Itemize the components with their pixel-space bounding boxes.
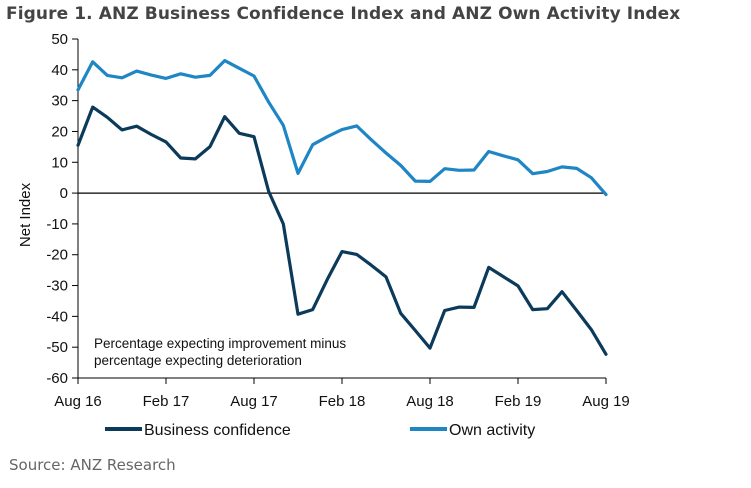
y-tick-label: -10: [46, 216, 68, 233]
y-tick-label: -40: [46, 308, 68, 325]
y-tick-label: 40: [51, 62, 68, 79]
y-axis-tick-labels: 50 40 30 20 10 0 -10 -20 -30 -40 -50 -60: [46, 31, 68, 387]
source-note: Source: ANZ Research: [9, 456, 176, 474]
x-axis-tick-labels: Aug 16 Feb 17 Aug 17 Feb 18 Aug 18 Feb 19 Aug …: [54, 393, 630, 410]
x-tick-label: Feb 17: [143, 393, 190, 410]
annotation-line-1: Percentage expecting improvement minus: [94, 336, 346, 351]
series-lines: [76, 58, 608, 356]
x-tick-label: Aug 19: [582, 393, 630, 410]
x-axis-ticks: [77, 378, 607, 384]
y-tick-label: -50: [46, 339, 68, 356]
y-axis-title: Net Index: [17, 182, 34, 247]
annotation-line-2: percentage expecting deterioration: [94, 353, 302, 368]
legend-label-business-confidence: Business confidence: [144, 422, 291, 439]
series-line-own-activity: [76, 58, 608, 197]
y-tick-label: 30: [51, 93, 68, 110]
y-tick-label: -20: [46, 247, 68, 264]
y-tick-label: 20: [51, 123, 68, 140]
x-tick-label: Feb 19: [495, 393, 542, 410]
x-tick-label: Feb 18: [319, 393, 366, 410]
y-tick-label: 10: [51, 154, 68, 171]
figure-title: Figure 1. ANZ Business Confidence Index …: [6, 4, 681, 24]
y-axis-ticks: [72, 38, 79, 379]
y-tick-label: -30: [46, 278, 68, 295]
y-tick-label: 0: [60, 185, 68, 202]
x-tick-label: Aug 18: [406, 393, 454, 410]
legend-label-own-activity: Own activity: [449, 422, 535, 439]
legend: Business confidence Own activity: [105, 422, 535, 439]
x-tick-label: Aug 16: [54, 393, 102, 410]
series-line-business-confidence: [76, 105, 608, 356]
y-tick-label: 50: [51, 31, 68, 48]
y-tick-label: -60: [46, 370, 68, 387]
x-tick-label: Aug 17: [230, 393, 278, 410]
